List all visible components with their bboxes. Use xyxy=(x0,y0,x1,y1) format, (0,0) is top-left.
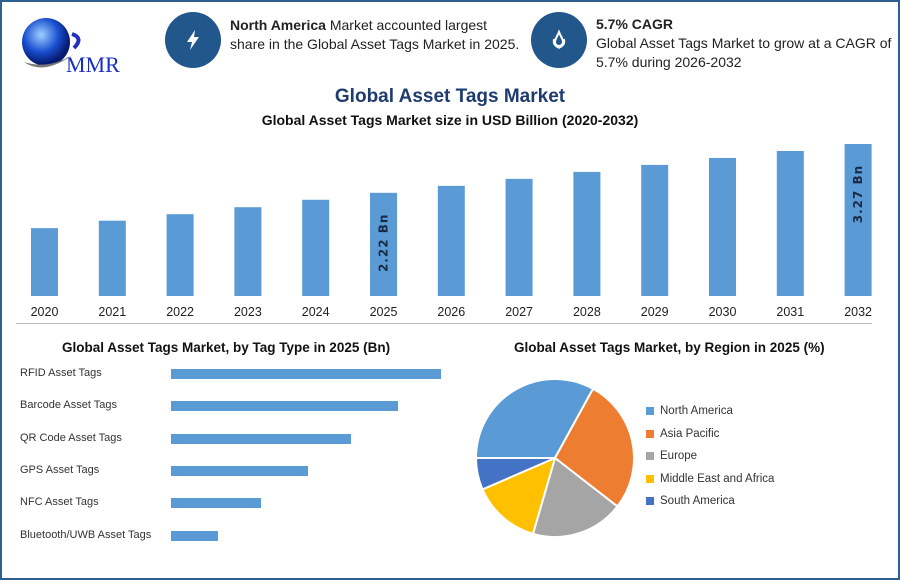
logo-text: MMR xyxy=(66,52,120,77)
x-tick-label: 2023 xyxy=(234,305,262,319)
tag-type-label: RFID Asset Tags xyxy=(20,367,102,379)
bar-2020 xyxy=(31,228,58,296)
legend-swatch xyxy=(646,474,654,483)
legend-swatch xyxy=(646,497,654,506)
data-label: 2.22 Bn xyxy=(377,214,391,272)
bar-2029 xyxy=(641,164,669,296)
x-tick-label: 2021 xyxy=(98,305,126,319)
pie-slice-asia-pacific xyxy=(553,387,635,508)
tag-type-bar xyxy=(171,498,261,509)
x-tick-label: 2026 xyxy=(437,305,465,319)
legend-item: Europe xyxy=(646,450,697,462)
bar-2027 xyxy=(505,178,533,296)
lightning-icon xyxy=(165,12,221,68)
tag-type-bar xyxy=(171,433,351,444)
legend-item: Asia Pacific xyxy=(646,428,719,440)
bar-2024 xyxy=(302,199,330,296)
x-tick-label: 2020 xyxy=(31,305,59,319)
tag-type-label: QR Code Asset Tags xyxy=(20,431,122,444)
legend-label: South America xyxy=(660,495,735,508)
info-cagr: 5.7% CAGR Global Asset Tags Market to gr… xyxy=(596,15,896,72)
bar-2028 xyxy=(573,171,601,296)
pie-slice-middle-east-and-africa xyxy=(481,456,557,536)
legend-item: North America xyxy=(646,405,733,417)
tag-type-bar xyxy=(171,401,399,412)
tag-type-label: Bluetooth/UWB Asset Tags xyxy=(20,528,152,541)
legend-label: Europe xyxy=(660,450,698,463)
x-tick-label: 2025 xyxy=(370,305,398,319)
growth-drop-icon xyxy=(531,12,587,68)
cagr-title: 5.7% CAGR xyxy=(596,16,674,32)
tag-type-bar xyxy=(171,530,219,541)
bar-2026 xyxy=(437,185,465,296)
tag-type-chart-title: Global Asset Tags Market, by Tag Type in… xyxy=(62,340,391,355)
info1-text: Market accounted largest share in the Gl… xyxy=(230,17,520,52)
data-label: 3.27 Bn xyxy=(851,165,865,223)
region-chart-title: Global Asset Tags Market, by Region in 2… xyxy=(514,340,825,355)
legend-item: Middle East and Africa xyxy=(646,473,774,485)
tag-type-label: GPS Asset Tags xyxy=(20,463,100,476)
x-tick-label: 2030 xyxy=(709,305,737,319)
cagr-text: Global Asset Tags Market to grow at a CA… xyxy=(596,35,892,70)
tag-type-label: NFC Asset Tags xyxy=(20,496,99,509)
tag-type-bar xyxy=(171,369,441,379)
legend-swatch xyxy=(646,452,654,461)
x-tick-label: 2024 xyxy=(302,305,330,319)
legend-label: North America xyxy=(660,405,733,417)
x-tick-label: 2022 xyxy=(166,305,194,319)
tag-type-bar xyxy=(171,465,309,476)
bar-2032 xyxy=(844,144,872,296)
pie-slice-north-america xyxy=(474,378,595,459)
region-pie-chart xyxy=(474,378,635,538)
market-size-bar-chart: 2020 2021 2022 2023 2024 2025 2.22 Bn 2026 2027 2… xyxy=(31,144,872,319)
bar-2031 xyxy=(776,150,804,296)
x-tick-label: 2027 xyxy=(505,305,533,319)
globe-icon xyxy=(22,18,70,66)
info1-bold: North America xyxy=(230,17,326,33)
legend-swatch xyxy=(646,407,654,415)
bar-2021 xyxy=(98,220,126,296)
main-title: Global Asset Tags Market xyxy=(334,86,566,107)
legend-label: Middle East and Africa xyxy=(660,472,775,485)
legend-item: South America xyxy=(646,495,735,507)
x-tick-label: 2028 xyxy=(573,305,601,319)
bar-chart-title: Global Asset Tags Market size in USD Bil… xyxy=(261,112,639,128)
tag-type-label: Barcode Asset Tags xyxy=(20,399,118,412)
bar-2022 xyxy=(166,214,194,296)
info-north-america: North America Market accounted largest s… xyxy=(230,16,520,54)
legend-label: Asia Pacific xyxy=(660,427,720,440)
x-tick-label: 2031 xyxy=(776,305,804,319)
bar-2025 xyxy=(370,192,397,296)
divider xyxy=(16,323,872,324)
pie-slice-south-america xyxy=(474,457,556,491)
bar-2030 xyxy=(709,157,736,296)
mmr-logo: MMR xyxy=(22,18,120,77)
legend-swatch xyxy=(646,429,654,438)
x-tick-label: 2029 xyxy=(641,305,669,319)
x-tick-label: 2032 xyxy=(844,305,872,319)
pie-slice-europe xyxy=(531,456,619,538)
bar-2023 xyxy=(234,207,262,296)
